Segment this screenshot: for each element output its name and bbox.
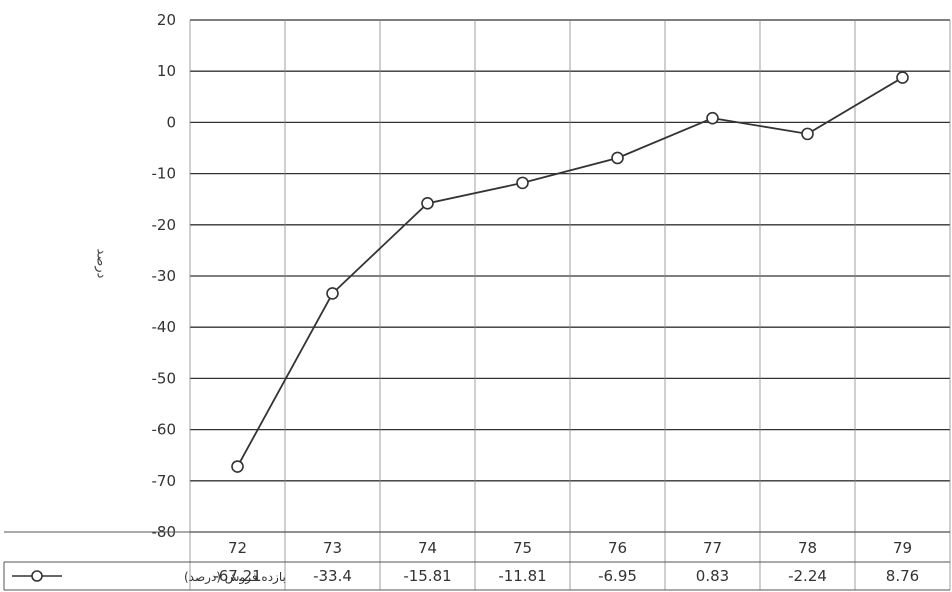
- x-tick-label: 72: [228, 539, 247, 557]
- data-point: [421, 197, 434, 210]
- data-label: -6.95: [598, 567, 637, 585]
- data-label: -11.81: [498, 567, 546, 585]
- y-tick-label: 0: [166, 113, 176, 131]
- data-label: -2.24: [788, 567, 827, 585]
- y-tick-label: 20: [157, 11, 176, 29]
- x-tick-label: 77: [703, 539, 722, 557]
- y-tick-label: 10: [157, 62, 176, 80]
- data-point: [611, 151, 624, 165]
- y-tick-label: -20: [152, 216, 177, 234]
- y-tick-label: -50: [152, 369, 177, 387]
- x-tick-label: 75: [513, 539, 532, 557]
- y-axis-label: درصد: [93, 248, 109, 279]
- x-tick-label: 74: [418, 539, 437, 557]
- data-label: -67.21: [213, 567, 261, 585]
- y-tick-label: -30: [152, 267, 177, 285]
- data-point: [326, 287, 339, 300]
- data-label: -15.81: [403, 567, 451, 585]
- data-label: -33.4: [313, 567, 352, 585]
- data-point: [231, 460, 244, 473]
- data-point: [896, 71, 909, 84]
- legend-label: بازده فروش (درصد): [184, 570, 286, 585]
- legend-marker: [31, 570, 43, 582]
- data-label: 8.76: [886, 567, 919, 585]
- y-tick-label: -60: [152, 421, 177, 439]
- x-tick-label: 78: [798, 539, 817, 557]
- data-point: [706, 111, 719, 125]
- y-tick-label: -70: [152, 472, 177, 490]
- data-point: [516, 176, 529, 190]
- data-label: 0.83: [696, 567, 729, 585]
- y-tick-label: -10: [152, 165, 177, 183]
- y-tick-label: -40: [152, 318, 177, 336]
- data-point: [801, 127, 814, 141]
- x-tick-label: 76: [608, 539, 627, 557]
- series-line: [236, 76, 903, 467]
- x-tick-label: 73: [323, 539, 342, 557]
- x-tick-label: 79: [893, 539, 912, 557]
